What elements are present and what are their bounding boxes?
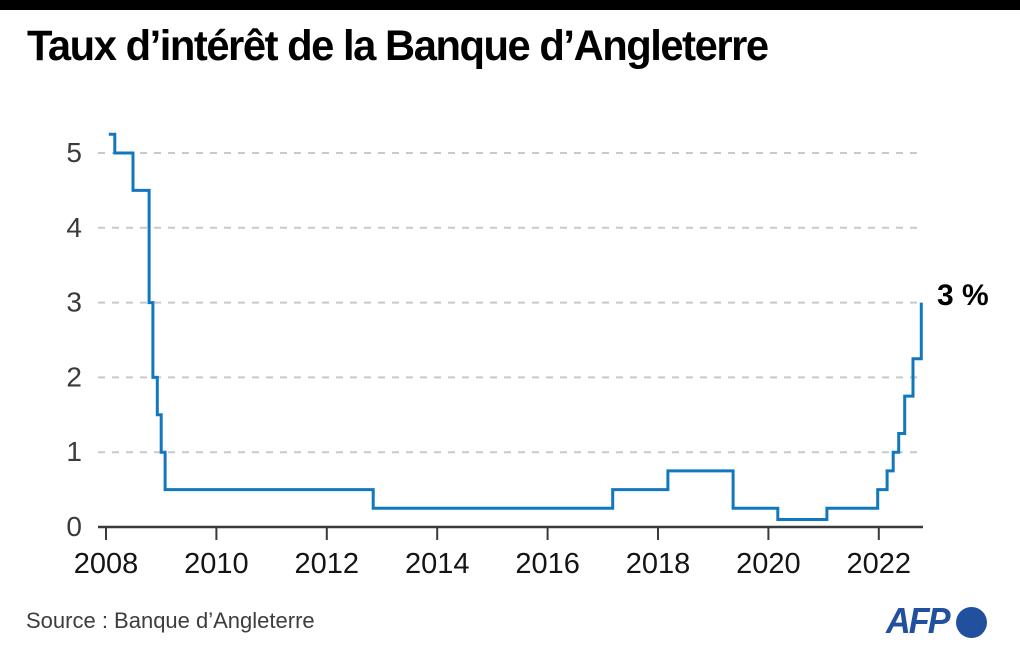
x-tick-label: 2020: [736, 548, 801, 580]
x-tick-label: 2012: [295, 548, 360, 580]
y-tick-label: 3: [66, 287, 82, 318]
top-bar: [0, 0, 1020, 10]
x-tick-label: 2022: [847, 548, 912, 580]
afp-logo-circle: [956, 606, 987, 638]
y-tick-label: 1: [66, 436, 82, 467]
y-tick-label: 0: [66, 511, 82, 542]
current-rate-label: 3 %: [937, 279, 989, 312]
x-tick-label: 2018: [626, 548, 691, 580]
x-tick-label: 2010: [184, 548, 249, 580]
x-tick-label: 2008: [74, 548, 139, 580]
y-tick-label: 4: [66, 212, 82, 243]
page-title: Taux d’intérêt de la Banque d’Angleterre: [27, 22, 769, 70]
rate-line: [108, 132, 923, 521]
source-note: Source : Banque d’Angleterre: [26, 608, 315, 633]
x-tick-label: 2016: [515, 548, 580, 580]
afp-logo: AFP: [886, 600, 987, 641]
y-tick-label: 2: [66, 361, 82, 392]
y-tick-label: 5: [66, 137, 82, 168]
afp-logo-text: AFP: [886, 600, 951, 641]
x-tick-label: 2014: [405, 548, 470, 580]
